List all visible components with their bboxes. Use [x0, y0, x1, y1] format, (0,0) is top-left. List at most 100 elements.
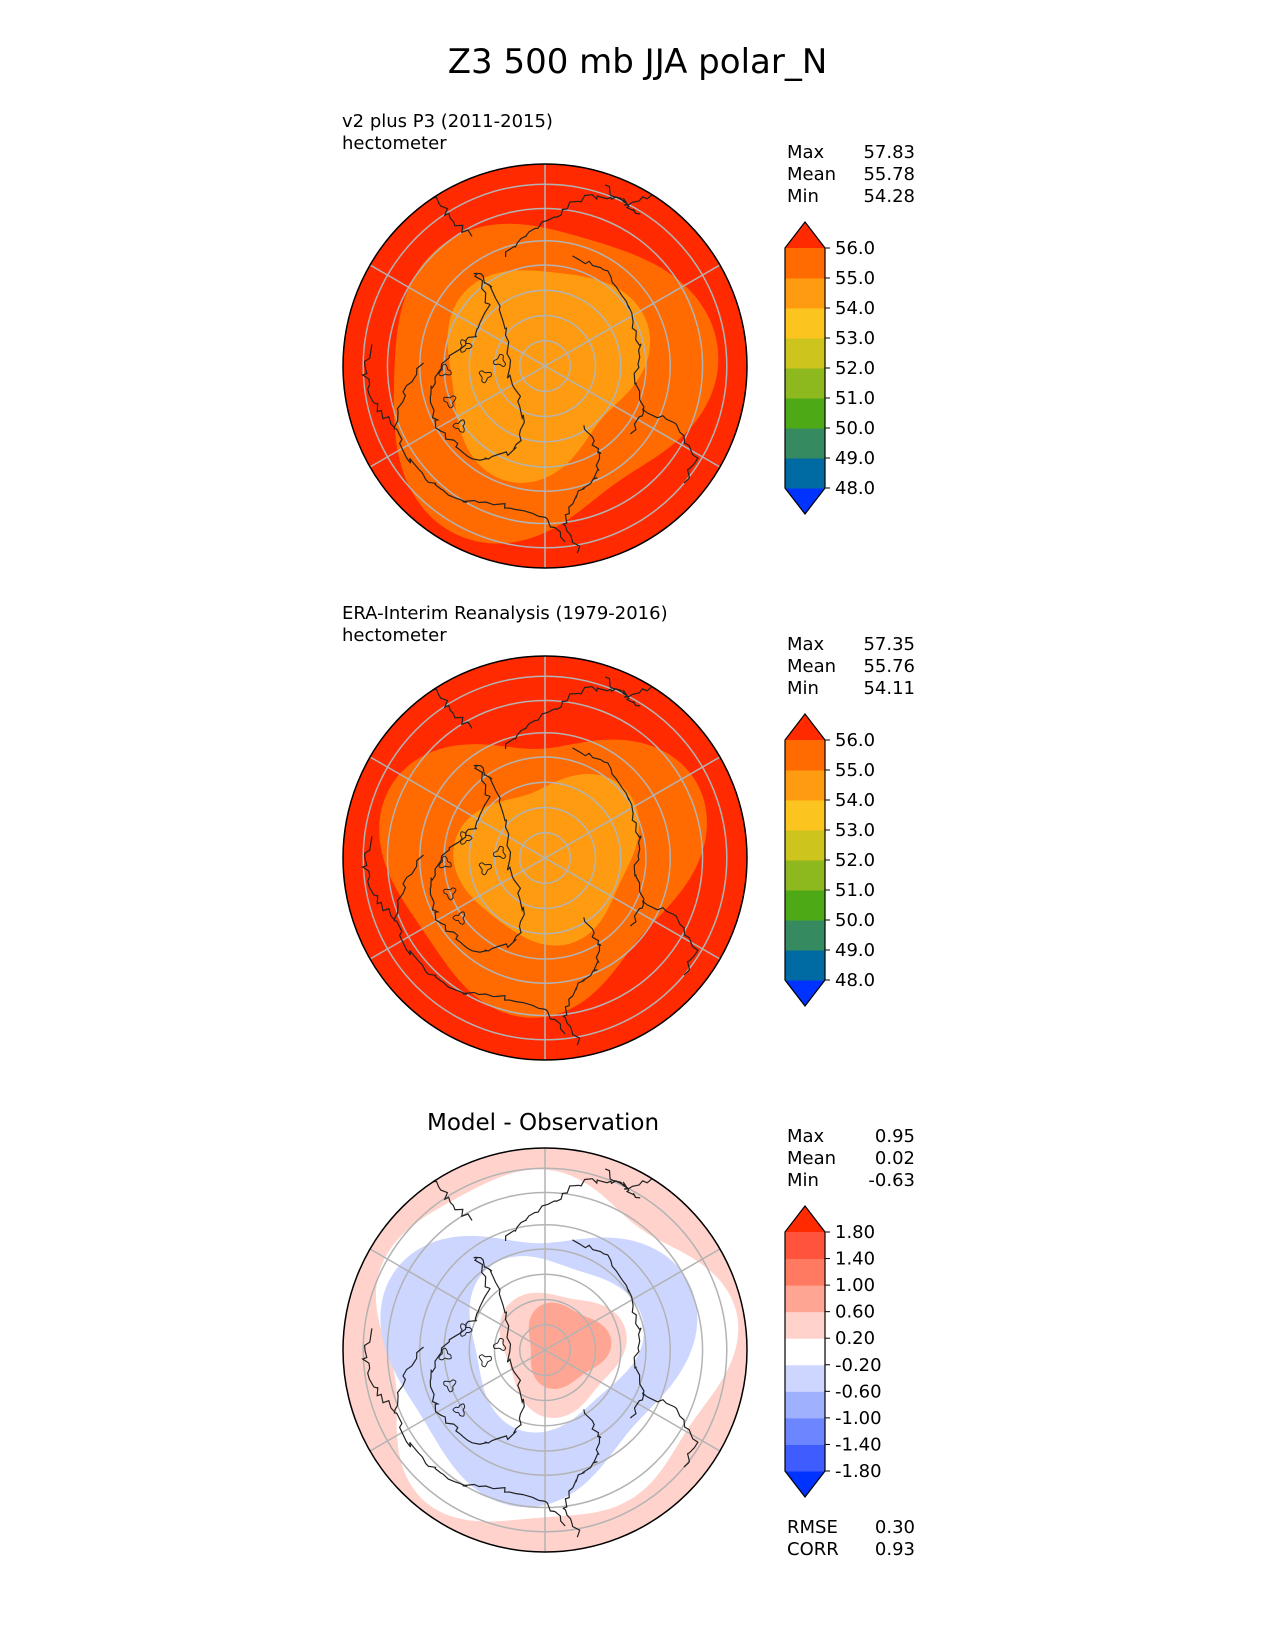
panel3-metric-label: CORR: [787, 1539, 839, 1560]
map-boundary: [342, 655, 748, 1061]
colorbar-1: 48.0 49.0 50.0 51.0 52.0 53.0 54.0 55.0 56.0: [784, 221, 875, 515]
island-outline: [443, 887, 457, 901]
polar-map-panel3: [342, 1147, 748, 1553]
colorbar-tick-label: 52.0: [835, 358, 875, 379]
colorbar-segment: [785, 398, 825, 429]
coastline: [356, 709, 388, 740]
colorbar-tick-label: -1.80: [835, 1461, 882, 1482]
colorbar-segment: [785, 368, 825, 399]
colorbar-tick-label: 52.0: [835, 850, 875, 871]
colorbar-tick-label: 0.20: [835, 1328, 875, 1349]
meridian-line: [369, 365, 546, 468]
colorbar-segment: [785, 1311, 825, 1339]
colorbar-segment: [785, 1417, 825, 1445]
colorbar-extend-max: [785, 714, 825, 740]
panel3-metric-value: 0.93: [874, 1539, 915, 1560]
island-outline: [443, 395, 457, 409]
panel1-stat-label: Mean: [787, 164, 837, 185]
panel1-stat-label: Min: [787, 186, 819, 207]
colorbar-segment: [785, 1285, 825, 1313]
colorbar-tick-label: 54.0: [835, 790, 875, 811]
colorbar-3: -1.80 -1.40 -1.00 -0.60 -0.20 0.20 0.60 1.00 1.4…: [784, 1205, 882, 1498]
coastline: [505, 686, 641, 750]
panel1-title: v2 plus P3 (2011-2015) hectometer: [342, 111, 553, 155]
colorbar-tick-label: 50.0: [835, 910, 875, 931]
colorbar-tick-label: 53.0: [835, 820, 875, 841]
panel3-stat-label: Mean: [787, 1148, 837, 1169]
colorbar-tick-label: -0.20: [835, 1355, 882, 1376]
coastline: [429, 1256, 525, 1445]
island-outline: [460, 1323, 473, 1337]
coastline: [572, 255, 645, 435]
panel2-stat-value: 54.11: [863, 678, 915, 699]
colorbar-segment: [785, 308, 825, 339]
colorbar-segment: [785, 770, 825, 801]
colorbar-segment: [785, 860, 825, 891]
panel1-stat-value: 55.78: [863, 164, 915, 185]
colorbar-segment: [785, 338, 825, 369]
island-outline: [443, 1379, 457, 1393]
coastline: [356, 217, 388, 248]
island-outline: [493, 845, 507, 860]
colorbar-segment: [785, 1338, 825, 1366]
island-outline: [478, 862, 492, 876]
panel2-title-line2: hectometer: [342, 625, 447, 646]
coastline: [393, 854, 566, 1035]
field-level-54: [447, 270, 651, 483]
colorbar-tick-label: 56.0: [835, 730, 875, 751]
polar-map-panel2: [342, 655, 748, 1061]
panel3-title: Model - Observation: [427, 1110, 660, 1136]
colorbar-tick-label: 48.0: [835, 478, 875, 499]
meridian-line: [369, 756, 546, 859]
colorbar-tick-label: 1.80: [835, 1222, 875, 1243]
island-outline: [478, 1354, 492, 1368]
coastline: [562, 425, 602, 554]
meridian-line: [369, 857, 546, 960]
map-boundary: [342, 1147, 748, 1553]
panel2-stat-label: Max: [787, 634, 825, 655]
panel2-title: ERA-Interim Reanalysis (1979-2016) hecto…: [342, 603, 668, 647]
colorbar-segment: [785, 458, 825, 489]
colorbar-segment: [785, 740, 825, 771]
coastline: [361, 1328, 395, 1412]
colorbar-tick-label: -1.00: [835, 1408, 882, 1429]
colorbar-tick-label: 49.0: [835, 448, 875, 469]
coastline: [356, 1201, 388, 1232]
coastline: [641, 900, 699, 976]
coastline: [505, 194, 641, 258]
polar-map-panel1: [342, 163, 748, 569]
colorbar-tick-label: 51.0: [835, 880, 875, 901]
coastline: [562, 917, 602, 1046]
coastline: [641, 1392, 699, 1468]
meridian-line: [369, 1248, 546, 1351]
panel3-metric-label: RMSE: [787, 1517, 838, 1538]
map-field: [343, 164, 747, 568]
colorbar-tick-label: 1.40: [835, 1249, 875, 1270]
meridian-line: [369, 1349, 546, 1452]
panel3-stat-value: -0.63: [868, 1170, 915, 1191]
island-outline: [493, 1337, 507, 1352]
colorbar-tick-label: 49.0: [835, 940, 875, 961]
colorbar-2: 48.0 49.0 50.0 51.0 52.0 53.0 54.0 55.0 56.0: [784, 713, 875, 1007]
coastline: [393, 362, 566, 543]
coastline: [505, 1178, 641, 1242]
island-outline: [478, 370, 492, 384]
panel2-stat-label: Min: [787, 678, 819, 699]
colorbar-segment: [785, 950, 825, 981]
colorbar-segment: [785, 1391, 825, 1419]
island-outline: [493, 353, 507, 368]
panel2-stat-label: Mean: [787, 656, 837, 677]
colorbar-segment: [785, 920, 825, 951]
panel3-stat-value: 0.02: [874, 1148, 915, 1169]
island-outline: [438, 855, 452, 869]
colorbar-extend-min: [785, 980, 825, 1006]
colorbar-tick-label: 48.0: [835, 970, 875, 991]
colorbar-tick-label: 50.0: [835, 418, 875, 439]
panel2-stat-value: 57.35: [863, 634, 915, 655]
field-level-54: [453, 773, 639, 946]
panel1-title-line2: hectometer: [342, 133, 447, 154]
panel1-title-line1: v2 plus P3 (2011-2015): [342, 111, 553, 132]
panel3-stat-value: 0.95: [874, 1126, 915, 1147]
colorbar-tick-label: 55.0: [835, 268, 875, 289]
